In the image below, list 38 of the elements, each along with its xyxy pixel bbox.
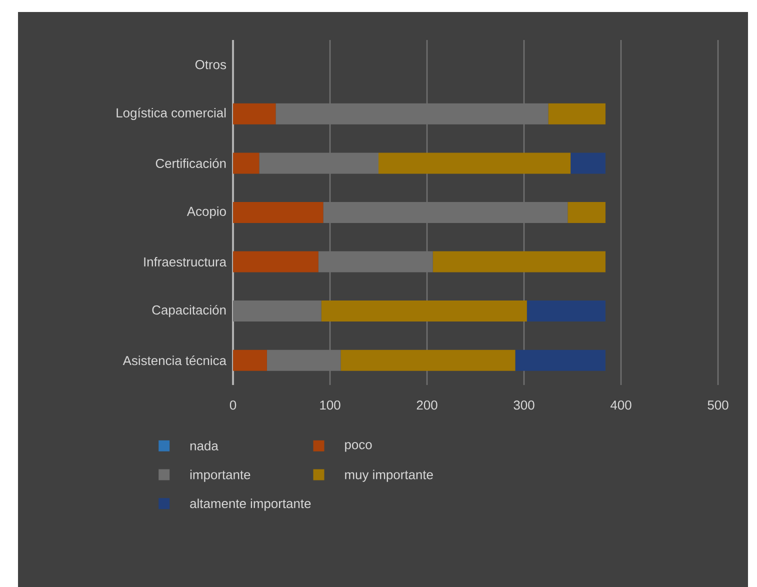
bar	[233, 300, 322, 322]
legend-label: poco	[345, 442, 372, 452]
bar	[515, 350, 606, 371]
bar	[266, 350, 341, 371]
legend-label: importante	[190, 470, 250, 482]
x-tick-label: 200	[416, 400, 438, 410]
x-tick-label: 100	[320, 400, 340, 410]
bar	[570, 152, 606, 174]
bar	[233, 152, 260, 174]
bar	[323, 202, 568, 223]
bar	[276, 103, 548, 124]
y-tick-label: Logística comercial	[116, 108, 226, 120]
x-tick-label: 400	[610, 400, 632, 410]
x-tick-label: 300	[514, 400, 534, 410]
x-tick-label: 500	[708, 400, 728, 410]
bar	[233, 202, 324, 223]
bar	[340, 350, 516, 371]
legend-label: muy importante	[345, 470, 433, 482]
bar	[321, 300, 527, 322]
bar	[526, 300, 606, 322]
bar	[233, 251, 318, 272]
bar	[378, 152, 571, 174]
bar	[568, 202, 606, 223]
legend-label: altamente importante	[190, 498, 311, 511]
y-tick-label: Otros	[195, 60, 226, 70]
bar	[233, 350, 267, 371]
y-tick-label: Capacitación	[152, 304, 226, 318]
y-tick-label: Certificación	[156, 158, 226, 168]
bar	[432, 251, 606, 272]
bar	[548, 103, 606, 124]
y-tick-label: Asistencia técnica	[122, 356, 226, 366]
bar	[259, 152, 379, 174]
bar	[233, 103, 276, 124]
bar	[318, 251, 433, 272]
y-tick-label: Acopio	[186, 206, 226, 219]
legend-label: nada	[190, 440, 218, 450]
y-tick-label: Infraestructura	[144, 257, 226, 267]
x-tick-label: 0	[230, 400, 236, 410]
